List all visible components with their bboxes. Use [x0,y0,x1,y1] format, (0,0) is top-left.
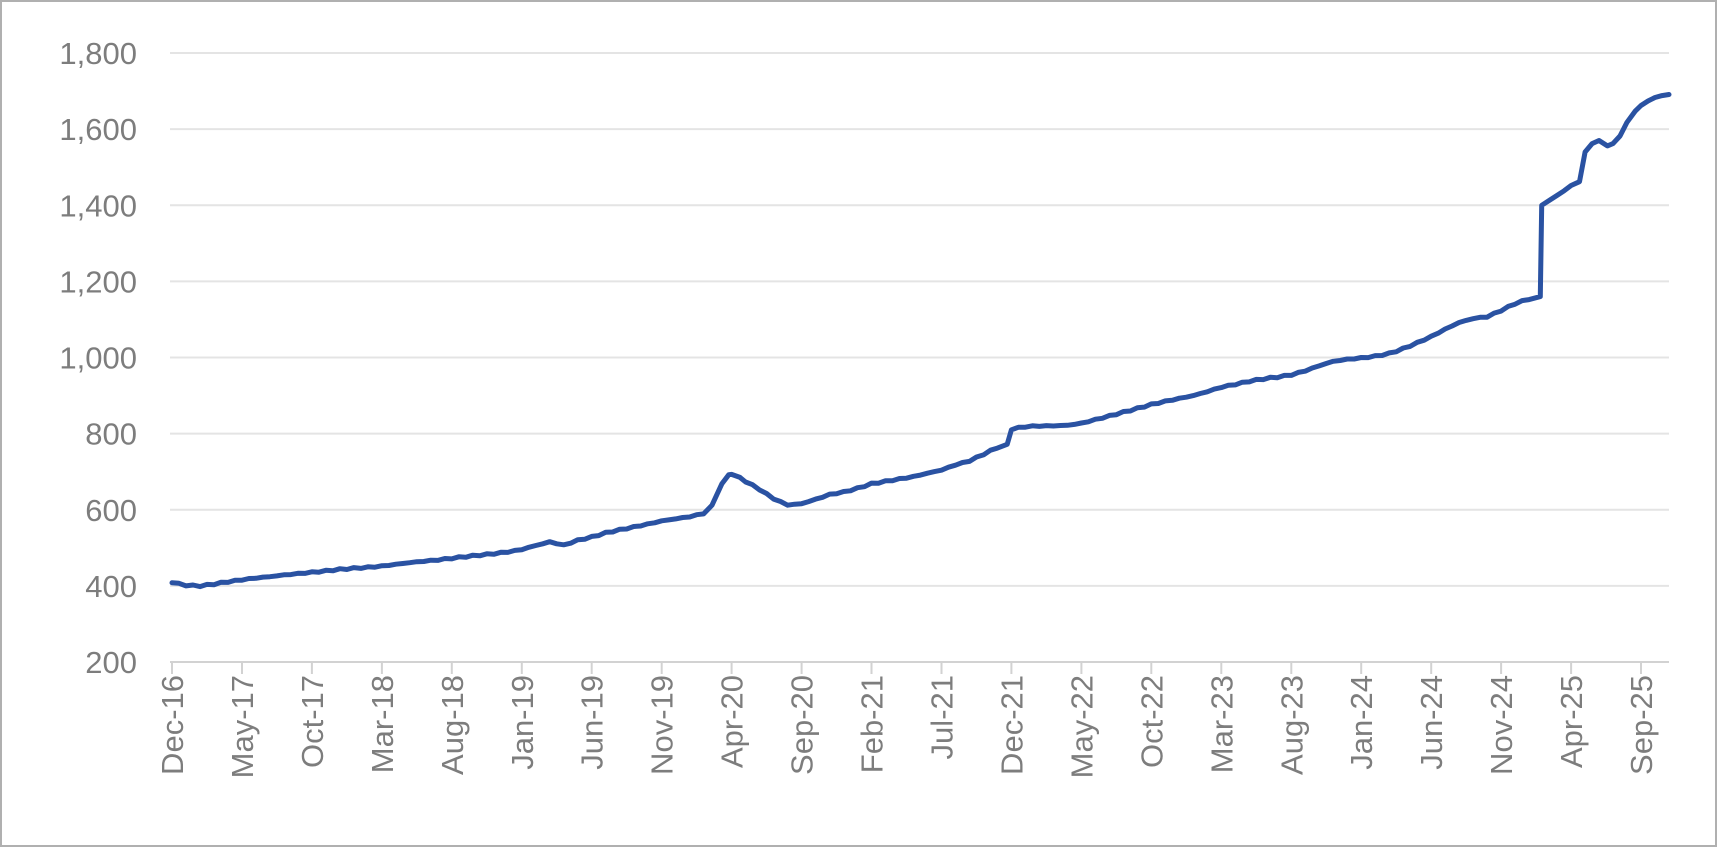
y-axis-tick-label: 600 [85,493,137,528]
x-axis-tick-label: Apr-20 [715,675,750,768]
x-axis-tick-label: Jul-21 [925,675,960,759]
y-axis-tick-label: 1,000 [59,341,137,376]
x-axis-tick-label: Aug-23 [1274,675,1309,775]
y-axis-tick-label: 200 [85,645,137,680]
x-axis-tick-label: Jan-24 [1344,675,1379,770]
x-axis-tick-label: Jun-24 [1414,675,1449,770]
x-axis-tick-label: Jan-19 [505,675,540,770]
x-axis-tick-label: Dec-16 [155,675,190,775]
x-axis-tick-label: Feb-21 [855,675,890,773]
y-axis-tick-label: 1,600 [59,112,137,147]
x-axis-tick-label: Mar-18 [365,675,400,773]
y-axis-tick-label: 800 [85,417,137,452]
y-axis-tick-label: 1,400 [59,188,137,223]
x-axis-tick-label: Sep-20 [785,675,820,775]
y-axis-tick-label: 1,200 [59,264,137,299]
x-axis-tick-label: May-17 [225,675,260,778]
x-axis-tick-label: Aug-18 [435,675,470,775]
x-axis-tick-label: Jun-19 [575,675,610,770]
x-axis-tick-label: May-22 [1064,675,1099,778]
x-axis-tick-label: Oct-22 [1134,675,1169,768]
x-axis-tick-label: Apr-25 [1554,675,1589,768]
y-axis-tick-label: 1,800 [59,36,137,71]
series-line [169,92,1672,590]
x-axis-tick-label: Dec-21 [994,675,1029,775]
x-axis-tick-label: Nov-19 [645,675,680,775]
x-axis-tick-label: Nov-24 [1484,675,1519,775]
y-axis-tick-label: 400 [85,569,137,604]
x-axis-tick-label: Oct-17 [295,675,330,768]
x-axis-tick-label: Mar-23 [1204,675,1239,773]
x-axis-tick-label: Sep-25 [1624,675,1659,775]
